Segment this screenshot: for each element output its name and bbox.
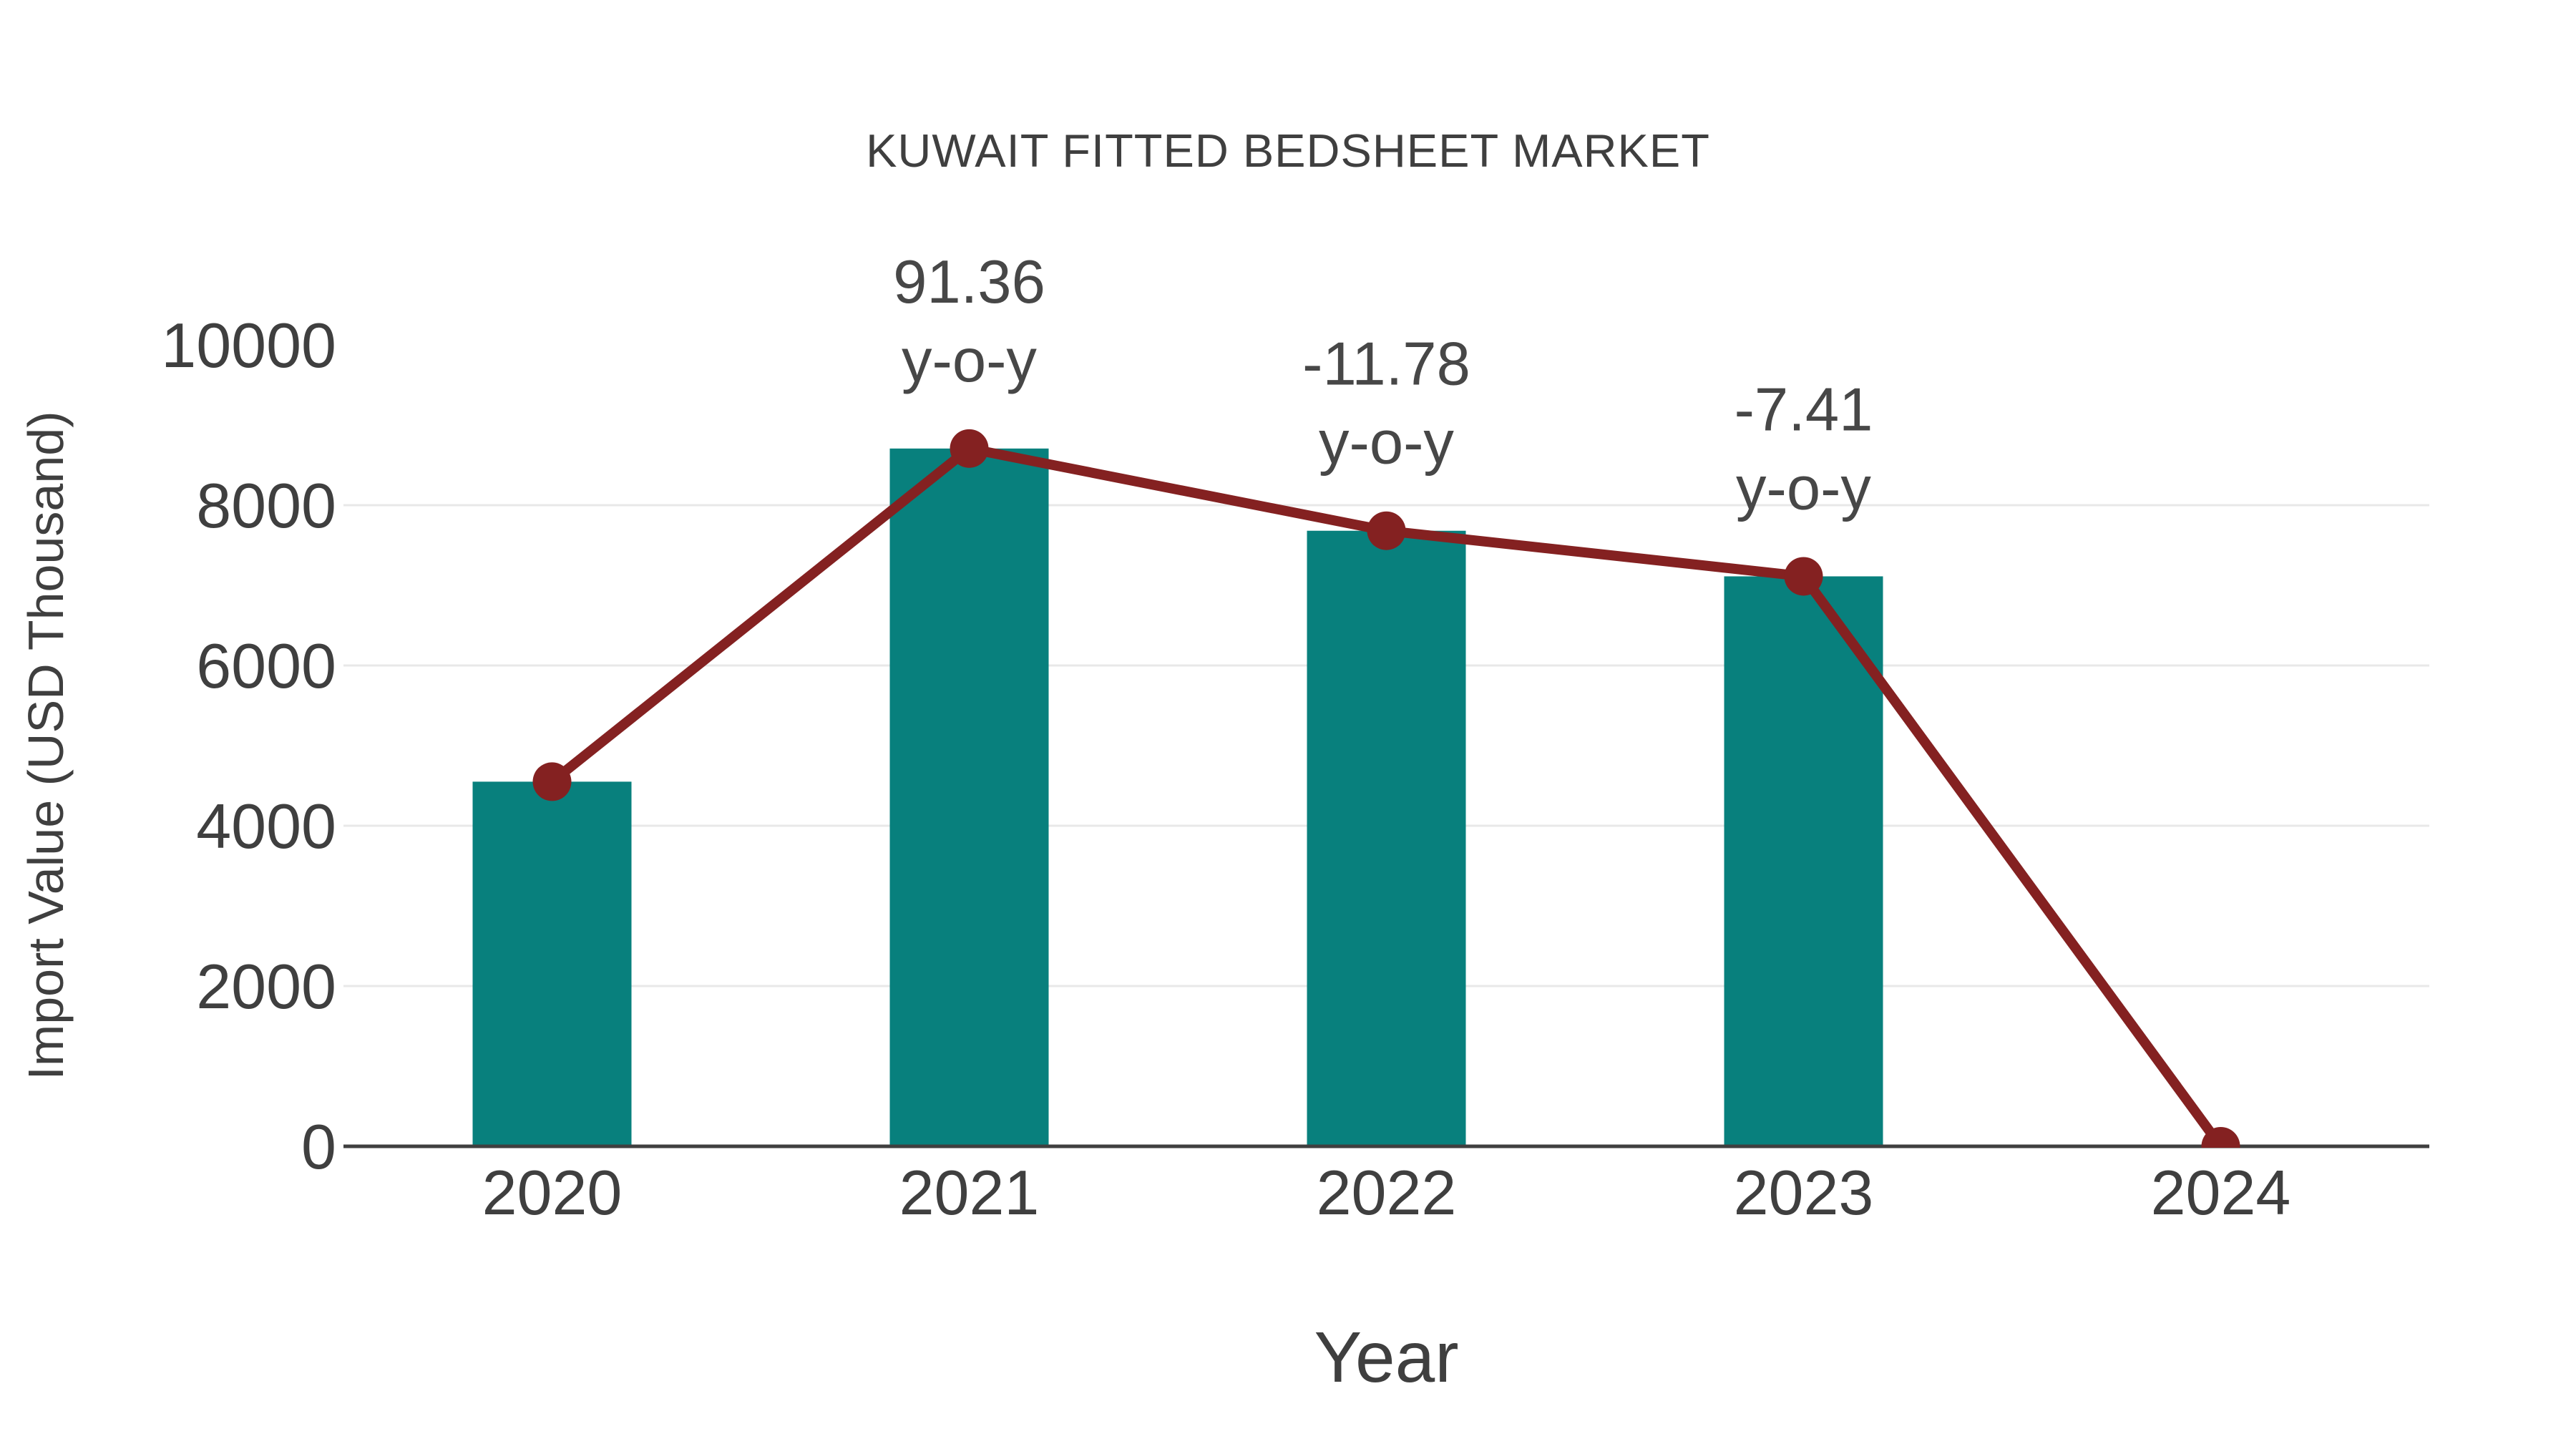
bar-2020 <box>472 781 632 1146</box>
annotation-2023-yoy: y-o-y <box>1736 454 1871 522</box>
bar-2021 <box>889 448 1049 1146</box>
y-tick-label-6000: 6000 <box>196 630 336 701</box>
x-tick-label-2024: 2024 <box>2151 1157 2291 1228</box>
annotation-2022-yoy: y-o-y <box>1319 409 1454 477</box>
y-tick-label-4000: 4000 <box>196 791 336 862</box>
marker-2022 <box>1367 511 1406 550</box>
annotation-2023-value: -7.41 <box>1735 376 1873 444</box>
y-tick-label-0: 0 <box>301 1111 336 1182</box>
marker-2020 <box>532 762 572 801</box>
bar-2022 <box>1307 530 1466 1146</box>
marker-2023 <box>1784 557 1823 596</box>
chart-title: KUWAIT FITTED BEDSHEET MARKET <box>866 125 1710 177</box>
marker-2024 <box>2201 1127 2240 1148</box>
x-tick-label-2020: 2020 <box>482 1157 623 1228</box>
y-tick-label-10000: 10000 <box>161 310 336 381</box>
x-tick-label-2023: 2023 <box>1734 1157 1874 1228</box>
annotation-2021-value: 91.36 <box>893 248 1045 316</box>
annotation-2021-yoy: y-o-y <box>902 327 1037 395</box>
x-axis-title: Year <box>1314 1317 1459 1397</box>
y-tick-label-8000: 8000 <box>196 470 336 541</box>
bar-2023 <box>1724 576 1883 1146</box>
annotation-2022-value: -11.78 <box>1302 331 1470 399</box>
x-tick-label-2021: 2021 <box>899 1157 1040 1228</box>
x-tick-label-2022: 2022 <box>1317 1157 1457 1228</box>
y-tick-label-2000: 2000 <box>196 951 336 1022</box>
marker-2021 <box>950 429 989 468</box>
